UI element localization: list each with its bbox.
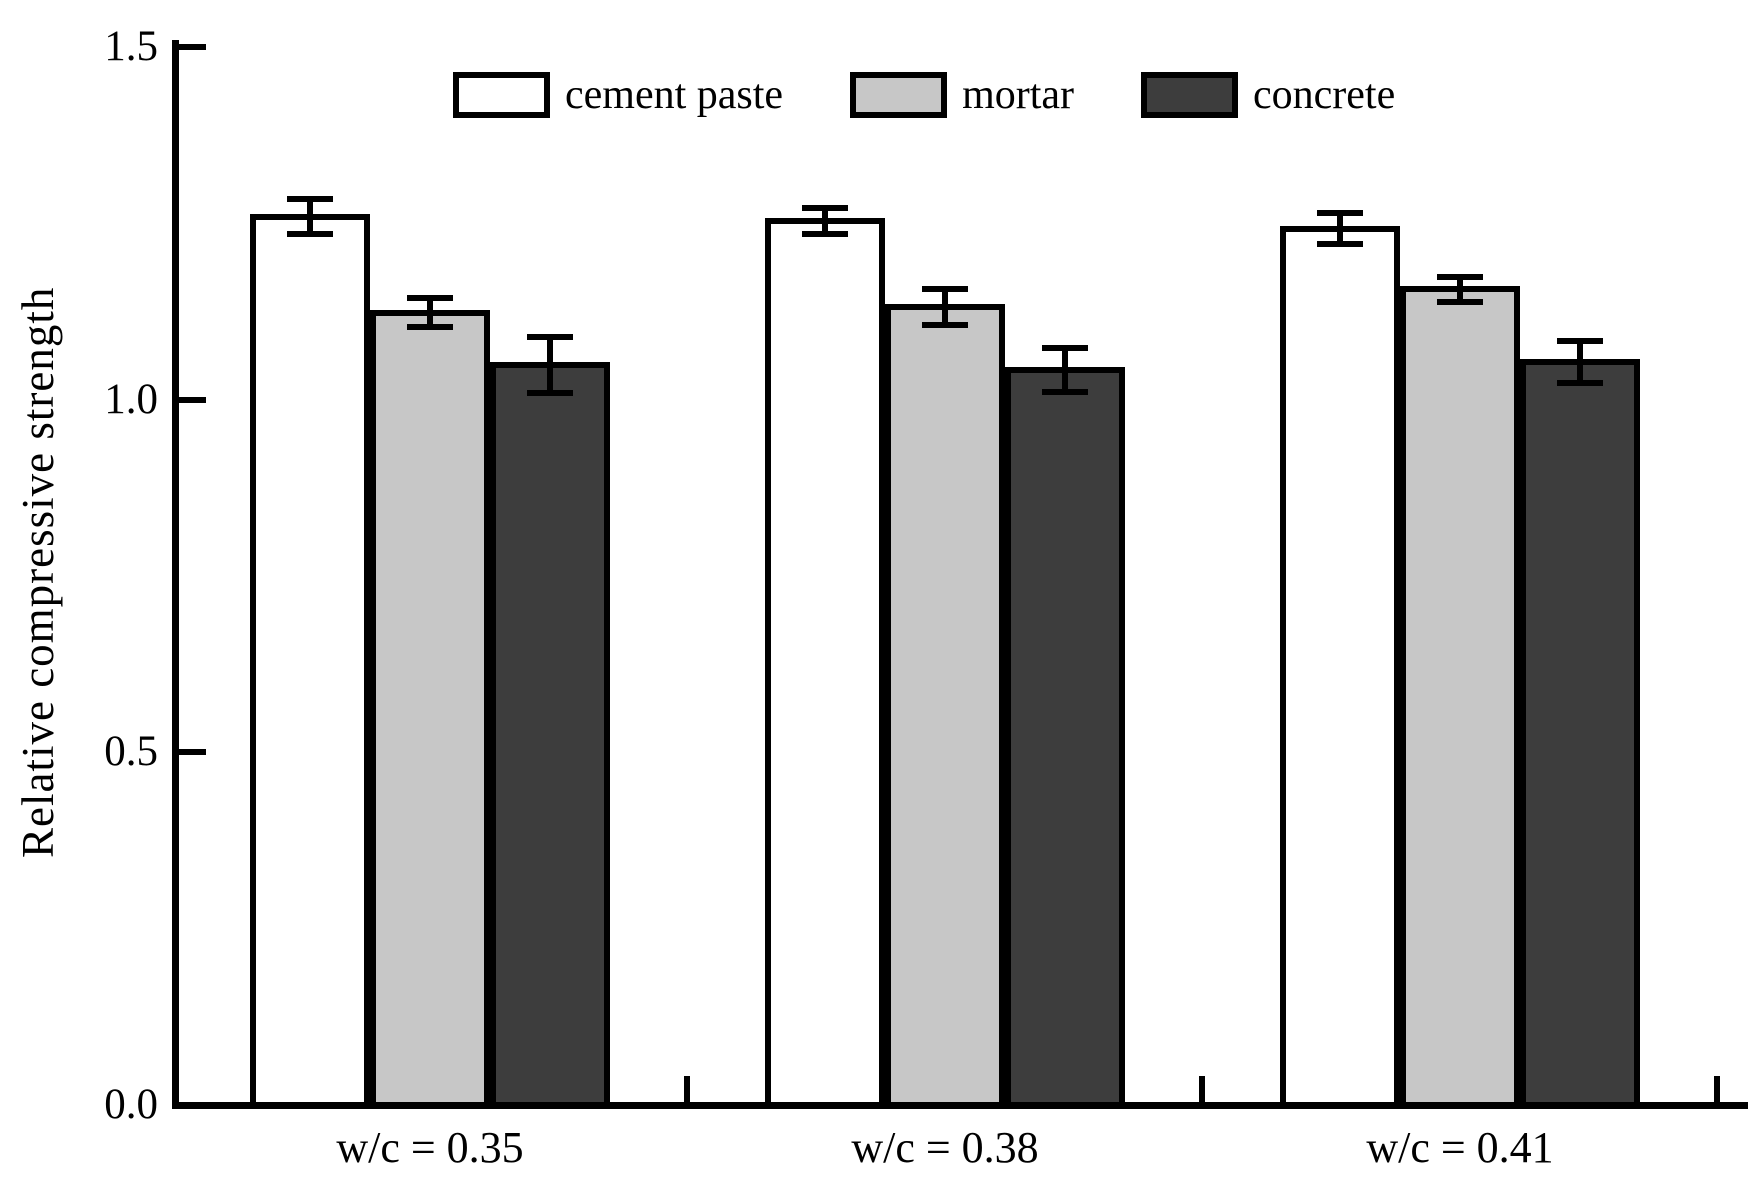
errorbar-cap-top-cement-paste-w-c-0-35 — [286, 196, 333, 202]
legend-item-concrete: concrete — [1141, 70, 1395, 120]
errorbar-stem-concrete-w-c-0-41 — [1576, 341, 1583, 383]
errorbar-cap-bottom-concrete-w-c-0-35 — [526, 390, 573, 396]
y-tick-label-1.0: 1.0 — [104, 376, 158, 423]
legend-item-cement-paste: cement paste — [453, 70, 783, 120]
errorbar-cap-bottom-concrete-w-c-0-38 — [1041, 389, 1088, 395]
legend-label-concrete: concrete — [1253, 72, 1396, 118]
x-tick-boundary-2 — [1199, 1076, 1205, 1102]
errorbar-cap-bottom-cement-paste-w-c-0-41 — [1316, 241, 1363, 247]
bar-concrete-w-c-0-35 — [489, 362, 610, 1108]
errorbar-stem-cement-paste-w-c-0-35 — [306, 199, 313, 234]
y-tick-0.5 — [179, 749, 206, 755]
bar-cement-paste-w-c-0-38 — [764, 218, 885, 1108]
errorbar-stem-cement-paste-w-c-0-41 — [1336, 213, 1343, 244]
y-tick-label-1.5: 1.5 — [104, 23, 158, 70]
errorbar-cap-top-concrete-w-c-0-35 — [526, 334, 573, 340]
legend-label-mortar: mortar — [962, 72, 1075, 118]
errorbar-stem-concrete-w-c-0-35 — [546, 337, 553, 393]
errorbar-cap-bottom-concrete-w-c-0-41 — [1556, 380, 1603, 386]
y-axis-line — [172, 40, 179, 1109]
bar-cement-paste-w-c-0-41 — [1279, 226, 1400, 1108]
errorbar-stem-concrete-w-c-0-38 — [1061, 348, 1068, 392]
legend-swatch-cement-paste — [453, 72, 550, 118]
y-tick-label-0.5: 0.5 — [104, 728, 158, 775]
errorbar-cap-top-mortar-w-c-0-38 — [921, 286, 968, 292]
x-category-label-1: w/c = 0.35 — [336, 1123, 524, 1172]
errorbar-cap-top-concrete-w-c-0-41 — [1556, 338, 1603, 344]
bar-mortar-w-c-0-41 — [1399, 286, 1520, 1108]
bar-cement-paste-w-c-0-35 — [249, 214, 370, 1108]
errorbar-cap-bottom-cement-paste-w-c-0-35 — [286, 231, 333, 237]
x-tick-boundary-1 — [684, 1076, 690, 1102]
errorbar-cap-bottom-mortar-w-c-0-38 — [921, 322, 968, 328]
bar-mortar-w-c-0-35 — [369, 310, 490, 1108]
y-tick-label-0.0: 0.0 — [104, 1081, 158, 1128]
legend-swatch-concrete — [1141, 72, 1239, 118]
legend: cement paste mortar concrete — [453, 70, 1395, 120]
legend-label-cement-paste: cement paste — [565, 72, 784, 118]
y-tick-1.0 — [179, 397, 206, 403]
errorbar-stem-cement-paste-w-c-0-38 — [821, 208, 828, 234]
errorbar-stem-mortar-w-c-0-38 — [941, 289, 948, 325]
bar-concrete-w-c-0-41 — [1519, 359, 1640, 1108]
errorbar-cap-top-cement-paste-w-c-0-41 — [1316, 210, 1363, 216]
errorbar-stem-mortar-w-c-0-41 — [1456, 277, 1463, 302]
bar-mortar-w-c-0-38 — [884, 304, 1005, 1108]
errorbar-cap-top-cement-paste-w-c-0-38 — [801, 205, 848, 211]
x-category-label-2: w/c = 0.38 — [851, 1123, 1039, 1172]
errorbar-cap-bottom-mortar-w-c-0-41 — [1436, 299, 1483, 305]
errorbar-stem-mortar-w-c-0-35 — [426, 298, 433, 327]
x-category-label-3: w/c = 0.41 — [1366, 1123, 1554, 1172]
x-tick-boundary-3 — [1714, 1076, 1720, 1102]
errorbar-cap-top-concrete-w-c-0-38 — [1041, 345, 1088, 351]
errorbar-cap-bottom-cement-paste-w-c-0-38 — [801, 231, 848, 237]
legend-swatch-mortar — [850, 72, 948, 118]
bar-concrete-w-c-0-38 — [1004, 367, 1125, 1108]
legend-item-mortar: mortar — [850, 70, 1074, 120]
errorbar-cap-top-mortar-w-c-0-35 — [406, 295, 453, 301]
y-tick-1.5 — [179, 44, 206, 50]
errorbar-cap-bottom-mortar-w-c-0-35 — [406, 324, 453, 330]
errorbar-cap-top-mortar-w-c-0-41 — [1436, 274, 1483, 280]
